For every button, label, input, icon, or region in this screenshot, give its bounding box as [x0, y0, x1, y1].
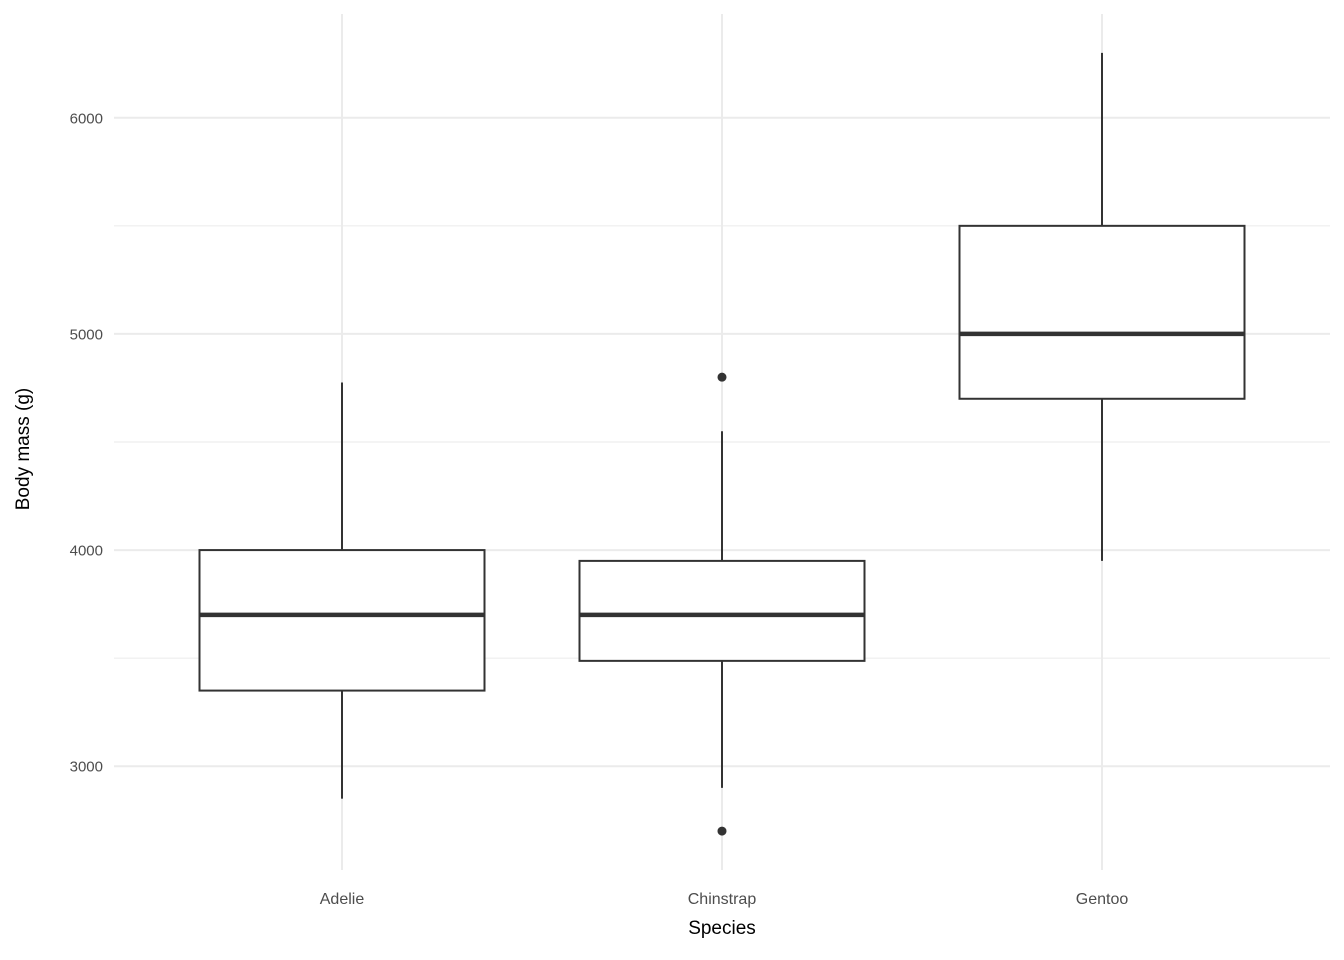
x-tick-label-adelie: Adelie	[320, 891, 365, 908]
x-axis-title: Species	[688, 918, 756, 939]
y-tick-label-5000: 5000	[70, 326, 103, 343]
outlier-point-chinstrap-4800	[717, 372, 727, 382]
x-tick-label-chinstrap: Chinstrap	[688, 891, 757, 908]
box-adelie	[198, 549, 486, 692]
x-tick-label-gentoo: Gentoo	[1076, 891, 1129, 908]
y-tick-label-6000: 6000	[70, 110, 103, 127]
outlier-point-chinstrap-2700	[717, 826, 727, 836]
y-tick-label-3000: 3000	[70, 759, 103, 776]
y-tick-label-4000: 4000	[70, 543, 103, 560]
box-chinstrap	[578, 559, 866, 662]
y-axis-title: Body mass (g)	[13, 387, 34, 511]
box-gentoo	[958, 224, 1246, 400]
